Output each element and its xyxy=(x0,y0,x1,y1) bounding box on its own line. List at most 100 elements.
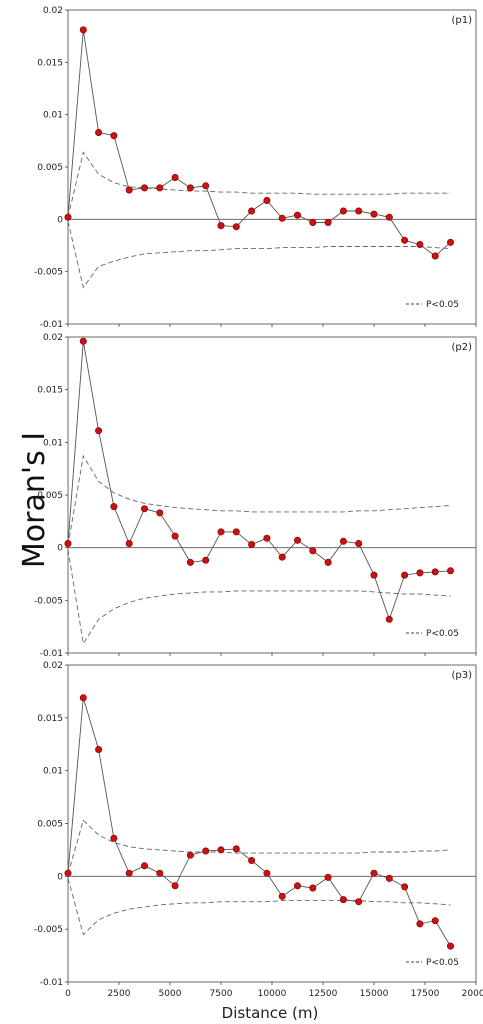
y-tick-label: -0.01 xyxy=(40,978,63,988)
data-point xyxy=(156,184,164,192)
data-point xyxy=(385,615,393,623)
data-point xyxy=(278,892,286,900)
data-point xyxy=(217,528,225,536)
data-point xyxy=(125,539,133,547)
y-tick-label: 0.015 xyxy=(37,714,63,724)
x-tick-label: 0 xyxy=(65,989,71,999)
y-tick-label: -0.01 xyxy=(40,320,63,330)
data-point xyxy=(370,571,378,579)
lower-significance-bound xyxy=(67,878,451,936)
data-point xyxy=(202,182,210,190)
y-tick-label: 0.02 xyxy=(43,6,63,16)
morans-i-line xyxy=(67,29,451,257)
upper-significance-bound xyxy=(67,151,451,218)
y-tick-label: 0.005 xyxy=(37,491,63,501)
data-point xyxy=(446,942,454,950)
data-point xyxy=(248,540,256,548)
panel-label: (p3) xyxy=(451,670,472,681)
x-tick-label: 15000 xyxy=(360,989,389,999)
data-point xyxy=(79,694,87,702)
data-point xyxy=(156,509,164,517)
data-point xyxy=(401,571,409,579)
data-point xyxy=(79,337,87,345)
y-tick-label: 0.02 xyxy=(43,333,63,343)
data-point xyxy=(232,845,240,853)
data-point xyxy=(416,920,424,928)
y-tick-label: 0.005 xyxy=(37,163,63,173)
data-point xyxy=(324,558,332,566)
plot-frame xyxy=(67,664,477,983)
x-tick-label: 10000 xyxy=(258,989,287,999)
data-point xyxy=(248,856,256,864)
data-point xyxy=(309,884,317,892)
data-point xyxy=(125,186,133,194)
data-point xyxy=(339,537,347,545)
x-tick-label: 17500 xyxy=(411,989,440,999)
data-point xyxy=(401,236,409,244)
data-point xyxy=(202,847,210,855)
data-point xyxy=(141,862,149,870)
x-tick-label: 2500 xyxy=(108,989,131,999)
panel-label: (p1) xyxy=(451,15,472,26)
legend-label: P<0.05 xyxy=(426,300,459,310)
data-point xyxy=(95,745,103,753)
y-tick-label: 0.015 xyxy=(37,386,63,396)
x-axis-label: Distance (m) xyxy=(222,1004,319,1022)
data-point xyxy=(171,882,179,890)
data-point xyxy=(309,219,317,227)
data-point xyxy=(110,834,118,842)
plot-frame xyxy=(67,336,477,654)
data-point xyxy=(278,553,286,561)
data-point xyxy=(278,214,286,222)
y-tick-label: -0.005 xyxy=(34,268,63,278)
data-point xyxy=(401,883,409,891)
data-point xyxy=(202,556,210,564)
data-point xyxy=(309,547,317,555)
x-tick-label: 7500 xyxy=(210,989,233,999)
data-point xyxy=(95,129,103,137)
data-point xyxy=(232,223,240,231)
data-point xyxy=(248,207,256,215)
data-point xyxy=(95,427,103,435)
data-point xyxy=(370,210,378,218)
y-tick-label: 0.02 xyxy=(43,661,63,671)
data-point xyxy=(446,238,454,246)
y-tick-label: -0.005 xyxy=(34,925,63,935)
data-point xyxy=(324,219,332,227)
data-point xyxy=(324,873,332,881)
y-tick-label: 0.01 xyxy=(43,438,63,448)
data-point xyxy=(446,567,454,575)
data-point xyxy=(370,869,378,877)
y-tick-label: 0 xyxy=(57,872,63,882)
data-point xyxy=(385,213,393,221)
data-point xyxy=(431,568,439,576)
morans-i-line xyxy=(67,697,451,947)
data-point xyxy=(171,532,179,540)
panel-label: (p2) xyxy=(451,342,472,353)
panel-2: 0.02 0.015 0.01 0.005 0 -0.005 -0.01 (p2) P<0.05 xyxy=(34,333,477,659)
data-point xyxy=(355,539,363,547)
y-tick-label: 0.015 xyxy=(37,58,63,68)
data-point xyxy=(186,184,194,192)
data-point xyxy=(156,869,164,877)
x-tick-label: 5000 xyxy=(159,989,182,999)
y-tick-label: -0.005 xyxy=(34,596,63,606)
data-point xyxy=(431,252,439,260)
data-point xyxy=(64,869,72,877)
data-point xyxy=(110,503,118,511)
data-point xyxy=(141,505,149,513)
y-axis-label: Moran's I xyxy=(17,432,52,568)
data-point xyxy=(293,211,301,219)
data-point xyxy=(431,917,439,925)
data-point xyxy=(232,528,240,536)
data-point xyxy=(64,539,72,547)
data-point xyxy=(416,569,424,577)
x-tick-label: 20000 xyxy=(462,989,483,999)
data-point xyxy=(263,197,271,205)
x-tick-label: 12500 xyxy=(309,989,338,999)
upper-significance-bound xyxy=(67,819,451,875)
data-point xyxy=(263,869,271,877)
y-tick-label: 0.005 xyxy=(37,820,63,830)
